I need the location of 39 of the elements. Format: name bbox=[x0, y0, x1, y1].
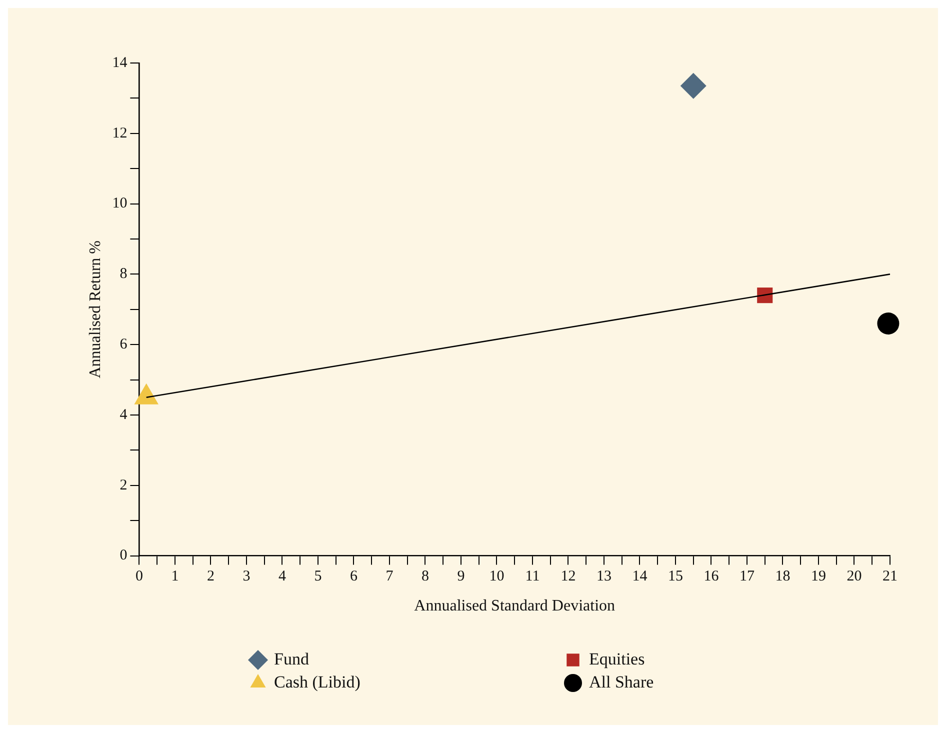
y-tick-label: 2 bbox=[120, 477, 128, 494]
x-tick-label: 11 bbox=[525, 568, 540, 585]
x-tick-label: 4 bbox=[278, 568, 286, 585]
legend-label: Cash (Libid) bbox=[274, 672, 360, 692]
y-tick-label: 10 bbox=[112, 196, 128, 212]
y-tick-label: 4 bbox=[120, 406, 128, 423]
legend-label: Fund bbox=[274, 649, 310, 668]
y-tick-label: 0 bbox=[120, 548, 128, 564]
x-tick-label: 15 bbox=[668, 568, 683, 585]
y-tick-label: 6 bbox=[120, 336, 128, 353]
x-tick-label: 0 bbox=[135, 568, 143, 585]
x-tick-label: 3 bbox=[242, 568, 250, 585]
x-tick-label: 20 bbox=[846, 568, 862, 585]
y-axis-title: Annualised Return % bbox=[86, 240, 104, 378]
x-tick-label: 21 bbox=[882, 568, 898, 585]
x-tick-label: 16 bbox=[704, 568, 720, 585]
x-tick-label: 1 bbox=[171, 568, 179, 585]
x-tick-label: 6 bbox=[350, 568, 358, 585]
x-tick-label: 18 bbox=[775, 568, 790, 585]
point bbox=[680, 72, 706, 99]
x-axis-title: Annualised Standard Deviation bbox=[414, 598, 616, 615]
y-tick-label: 8 bbox=[120, 266, 128, 282]
x-tick-label: 5 bbox=[314, 568, 322, 585]
x-tick-label: 13 bbox=[596, 568, 612, 585]
legend-label: All Share bbox=[589, 672, 654, 692]
x-tick-label: 2 bbox=[206, 568, 214, 585]
point bbox=[757, 288, 773, 304]
x-tick-label: 14 bbox=[632, 568, 648, 585]
x-tick-label: 17 bbox=[739, 568, 755, 585]
legend-label: Equities bbox=[589, 649, 645, 668]
y-tick-label: 12 bbox=[112, 125, 128, 142]
x-tick-label: 9 bbox=[457, 568, 465, 585]
x-tick-label: 10 bbox=[489, 568, 504, 585]
x-tick-label: 7 bbox=[386, 568, 394, 585]
point bbox=[877, 312, 900, 334]
x-tick-label: 19 bbox=[810, 568, 826, 585]
y-tick-label: 14 bbox=[112, 54, 128, 71]
x-tick-label: 12 bbox=[560, 568, 576, 585]
x-tick-label: 8 bbox=[421, 568, 429, 585]
